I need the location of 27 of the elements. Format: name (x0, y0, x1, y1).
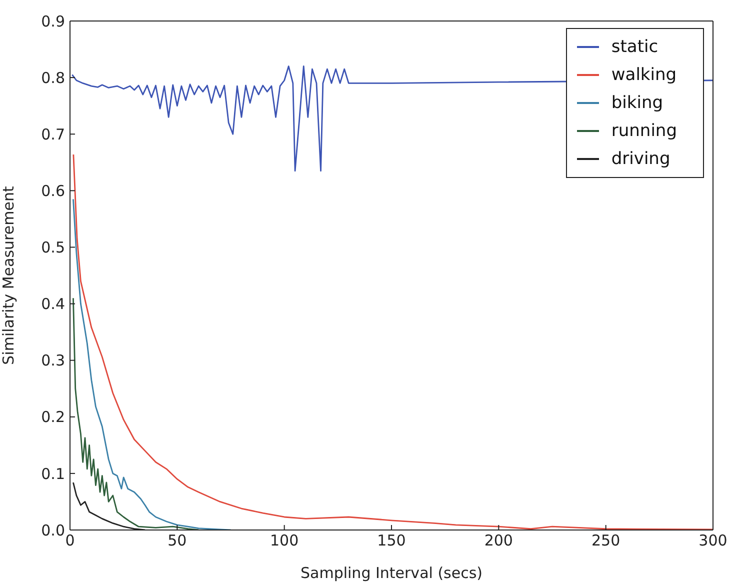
y-tick-label: 0.6 (41, 182, 65, 200)
legend-label: driving (611, 148, 670, 171)
x-tick-label: 0 (65, 532, 75, 550)
x-tick-label: 300 (698, 532, 728, 550)
y-tick-label: 0.5 (41, 238, 65, 257)
y-tick-label: 0.4 (41, 295, 65, 314)
legend-label: biking (611, 92, 664, 115)
y-tick-label: 0.7 (41, 125, 65, 144)
legend-label: static (611, 36, 658, 59)
line-series (72, 297, 200, 530)
x-tick-label: 50 (168, 532, 187, 550)
line-series (71, 66, 713, 172)
legend-label: running (611, 120, 677, 143)
y-tick-label: 0.1 (41, 464, 65, 483)
x-tick-label: 100 (270, 532, 299, 550)
y-tick-label: 0.0 (41, 521, 65, 540)
x-tick-label: 200 (484, 532, 513, 550)
x-axis-title: Sampling Interval (secs) (300, 564, 482, 582)
x-tick-label: 150 (377, 532, 406, 550)
line-series (72, 198, 232, 530)
x-tick-label: 250 (592, 532, 620, 550)
y-tick-label: 0.2 (41, 408, 65, 426)
legend-label: walking (611, 64, 677, 87)
y-tick-label: 0.8 (41, 68, 65, 87)
y-axis-title: Similarity Measurement (0, 186, 18, 365)
y-tick-label: 0.3 (41, 352, 65, 370)
y-tick-label: 0.9 (41, 12, 65, 30)
